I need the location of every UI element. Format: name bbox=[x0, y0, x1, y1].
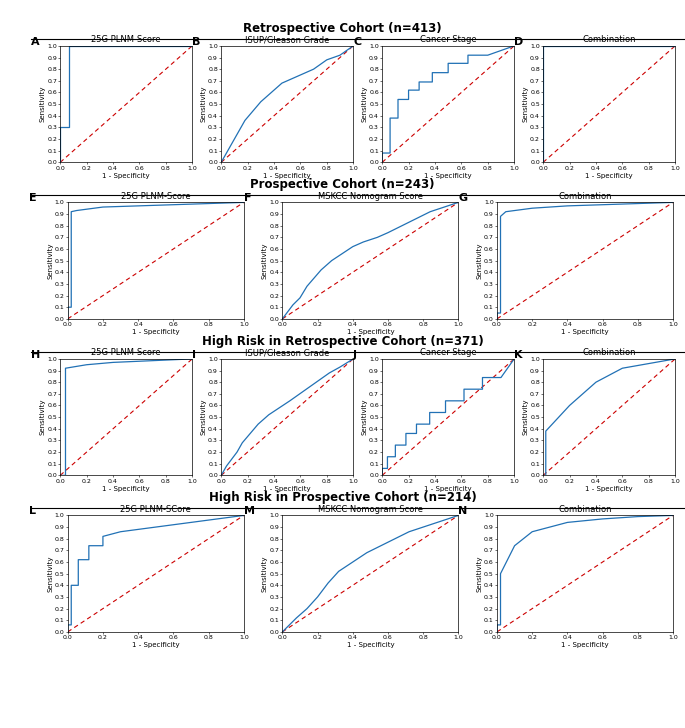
X-axis label: 1 - Specificity: 1 - Specificity bbox=[102, 486, 150, 491]
Title: 25G PLNM-SCore: 25G PLNM-SCore bbox=[121, 505, 191, 514]
Text: G: G bbox=[458, 193, 467, 203]
Y-axis label: Sensitivity: Sensitivity bbox=[362, 399, 368, 435]
Title: Combination: Combination bbox=[582, 349, 636, 357]
Y-axis label: Sensitivity: Sensitivity bbox=[523, 86, 529, 122]
Text: High Risk in Prospective Cohort (n=214): High Risk in Prospective Cohort (n=214) bbox=[209, 491, 476, 505]
Text: L: L bbox=[29, 506, 36, 516]
Title: Cancer Stage: Cancer Stage bbox=[420, 36, 477, 44]
Title: Combination: Combination bbox=[582, 36, 636, 44]
Text: D: D bbox=[514, 36, 523, 47]
Text: J: J bbox=[353, 349, 357, 360]
Text: C: C bbox=[353, 36, 361, 47]
Title: Combination: Combination bbox=[558, 192, 612, 201]
Text: A: A bbox=[32, 36, 40, 47]
Text: Retrospective Cohort (n=413): Retrospective Cohort (n=413) bbox=[243, 22, 442, 35]
X-axis label: 1 - Specificity: 1 - Specificity bbox=[561, 329, 609, 335]
Text: M: M bbox=[244, 506, 255, 516]
X-axis label: 1 - Specificity: 1 - Specificity bbox=[132, 329, 179, 335]
X-axis label: 1 - Specificity: 1 - Specificity bbox=[263, 486, 311, 491]
Y-axis label: Sensitivity: Sensitivity bbox=[477, 242, 482, 279]
X-axis label: 1 - Specificity: 1 - Specificity bbox=[347, 642, 394, 648]
Y-axis label: Sensitivity: Sensitivity bbox=[477, 555, 482, 592]
Text: K: K bbox=[514, 349, 523, 360]
Y-axis label: Sensitivity: Sensitivity bbox=[523, 399, 529, 435]
Title: ISUP/Gleason Grade: ISUP/Gleason Grade bbox=[245, 349, 329, 357]
Y-axis label: Sensitivity: Sensitivity bbox=[40, 399, 46, 435]
Text: E: E bbox=[29, 193, 36, 203]
Y-axis label: Sensitivity: Sensitivity bbox=[40, 86, 46, 122]
X-axis label: 1 - Specificity: 1 - Specificity bbox=[132, 642, 179, 648]
X-axis label: 1 - Specificity: 1 - Specificity bbox=[585, 173, 633, 178]
Y-axis label: Sensitivity: Sensitivity bbox=[262, 242, 268, 279]
Y-axis label: Sensitivity: Sensitivity bbox=[262, 555, 268, 592]
Y-axis label: Sensitivity: Sensitivity bbox=[201, 86, 207, 122]
Text: N: N bbox=[458, 506, 468, 516]
Y-axis label: Sensitivity: Sensitivity bbox=[362, 86, 368, 122]
X-axis label: 1 - Specificity: 1 - Specificity bbox=[263, 173, 311, 178]
Text: F: F bbox=[244, 193, 251, 203]
Title: 25G PLNM-Score: 25G PLNM-Score bbox=[91, 36, 161, 44]
Title: 25G PLNM-Score: 25G PLNM-Score bbox=[121, 192, 190, 201]
Title: Cancer Stage: Cancer Stage bbox=[420, 349, 477, 357]
Title: Combination: Combination bbox=[558, 505, 612, 514]
X-axis label: 1 - Specificity: 1 - Specificity bbox=[424, 486, 472, 491]
Title: 25G PLNM-Score: 25G PLNM-Score bbox=[91, 349, 161, 357]
Y-axis label: Sensitivity: Sensitivity bbox=[201, 399, 207, 435]
X-axis label: 1 - Specificity: 1 - Specificity bbox=[424, 173, 472, 178]
X-axis label: 1 - Specificity: 1 - Specificity bbox=[102, 173, 150, 178]
X-axis label: 1 - Specificity: 1 - Specificity bbox=[347, 329, 394, 335]
Text: Prospective Cohort (n=243): Prospective Cohort (n=243) bbox=[250, 178, 435, 191]
Title: MSKCC Nomogram Score: MSKCC Nomogram Score bbox=[318, 192, 423, 201]
Y-axis label: Sensitivity: Sensitivity bbox=[47, 242, 53, 279]
Text: I: I bbox=[192, 349, 196, 360]
Text: H: H bbox=[32, 349, 40, 360]
Title: MSKCC Nomogram Score: MSKCC Nomogram Score bbox=[318, 505, 423, 514]
X-axis label: 1 - Specificity: 1 - Specificity bbox=[561, 642, 609, 648]
Y-axis label: Sensitivity: Sensitivity bbox=[47, 555, 53, 592]
X-axis label: 1 - Specificity: 1 - Specificity bbox=[585, 486, 633, 491]
Text: High Risk in Retrospective Cohort (n=371): High Risk in Retrospective Cohort (n=371… bbox=[201, 335, 484, 348]
Title: ISUP/Gleason Grade: ISUP/Gleason Grade bbox=[245, 36, 329, 44]
Text: B: B bbox=[192, 36, 201, 47]
